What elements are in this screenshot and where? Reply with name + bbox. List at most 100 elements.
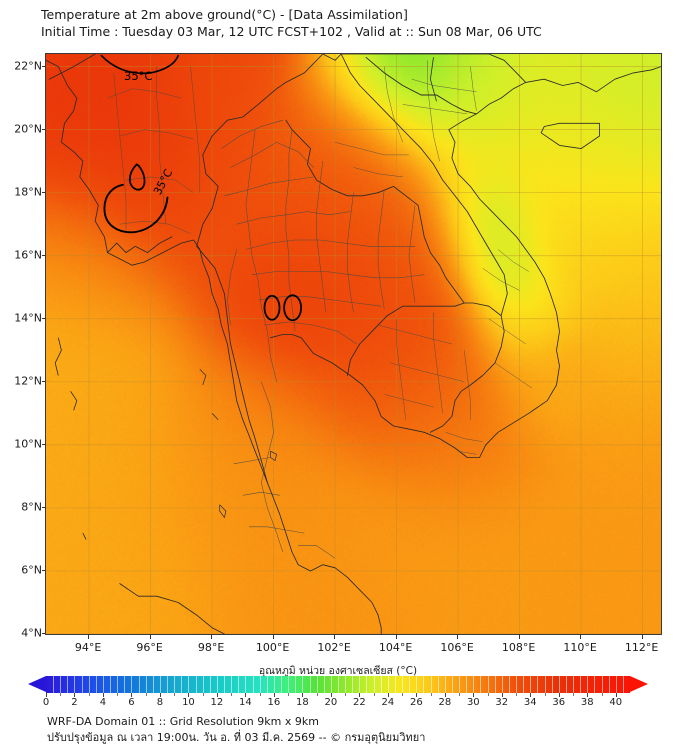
colorbar-segment-divider [124,676,126,693]
colorbar-segment-divider [281,676,283,693]
contour-label-35c: 35°C [124,69,153,84]
colorbar-segment-divider [102,676,104,693]
colorbar-segment-divider [601,676,603,693]
temperature-map[interactable]: 35°C 35°C [45,53,662,635]
colorbar-segment-divider [259,676,261,693]
colorbar-segment-divider [608,676,610,693]
colorbar-tick-label: 8 [156,697,164,708]
colorbar-segment-divider [580,676,582,693]
colorbar-segment-divider [430,676,432,693]
lat-tick-label: 10°N [14,437,42,451]
colorbar-minor-tick [516,693,518,696]
lat-tick-label: 6°N [21,563,42,577]
colorbar-minor-tick [202,693,204,696]
colorbar-low-extend-arrow [28,676,46,692]
colorbar-segment-divider [615,676,617,693]
colorbar-segment-divider [159,676,161,693]
colorbar-segment-divider [394,676,396,693]
colorbar-segment-divider [459,676,461,693]
lat-tick-mark [42,128,47,130]
footer-line-agency: ปรับปรุงข้อมูล ณ เวลา 19:00น. วัน อ. ที่… [47,731,426,744]
colorbar-tick-mark [102,693,104,697]
colorbar-segment-divider [323,676,325,693]
colorbar-minor-tick [601,693,603,696]
colorbar-segment-divider [380,676,382,693]
colorbar-minor-tick [402,693,404,696]
lat-tick-label: 20°N [14,122,42,136]
lon-tick-mark [580,634,582,639]
colorbar-segment-divider [252,676,254,693]
lon-tick-mark [334,634,336,639]
colorbar-segment-divider [494,676,496,693]
colorbar-tick-label: 0 [42,697,50,708]
colorbar-segment-divider [437,676,439,693]
colorbar-tick-mark [330,693,332,697]
colorbar-tick-mark [416,693,418,697]
colorbar-bar [28,676,648,693]
colorbar-segment-divider [152,676,154,693]
lon-tick-label: 94°E [74,641,102,654]
colorbar-tick-label: 12 [210,697,224,708]
colorbar-segment-divider [345,676,347,693]
colorbar-segment-divider [594,676,596,693]
colorbar-segment-divider [622,676,624,693]
lon-tick-label: 106°E [440,641,474,654]
lon-tick-mark [457,634,459,639]
colorbar-minor-tick [145,693,147,696]
lon-tick-label: 112°E [624,641,659,654]
colorbar-segment-divider [202,676,204,693]
lon-tick-mark [88,634,90,639]
colorbar-minor-tick [459,693,461,696]
colorbar-title: อุณหภูมิ หน่วย องศาเซลเซียส (°C) [258,665,418,677]
colorbar-minor-tick [174,693,176,696]
footer-credits: WRF-DA Domain 01 :: Grid Resolution 9km … [47,714,647,746]
colorbar-minor-tick [117,693,119,696]
colorbar-segment-divider [216,676,218,693]
colorbar-segment-divider [466,676,468,693]
colorbar-minor-tick [288,693,290,696]
colorbar-tick-mark [273,693,275,697]
colorbar-segment-divider [480,676,482,693]
colorbar-tick-label: 6 [128,697,135,708]
colorbar-tick-mark [387,693,389,697]
colorbar-tick-mark [216,693,218,697]
colorbar-minor-tick [487,693,489,696]
lon-tick-mark [272,634,274,639]
lon-tick-mark [641,634,643,639]
colorbar-segment-divider [295,676,297,693]
colorbar-segment-divider [60,676,62,693]
colorbar-tick-label: 10 [182,697,195,708]
colorbar-tick-mark [159,693,161,697]
colorbar-tick-mark [615,693,617,697]
colorbar-segment-divider [387,676,389,693]
colorbar-segment-divider [117,676,119,693]
lat-tick-label: 18°N [14,185,42,199]
colorbar-segment-divider [537,676,539,693]
colorbar-tick-mark [359,693,361,697]
colorbar-segment-divider [330,676,332,693]
colorbar-tick-label: 18 [296,697,309,708]
colorbar-segment-divider [209,676,211,693]
colorbar-tick-mark [530,693,532,697]
colorbar-segment-divider [366,676,368,693]
colorbar-segment-divider [74,676,76,693]
lon-tick-label: 98°E [197,641,225,654]
lat-tick-label: 4°N [21,626,42,640]
chart-title-block: Temperature at 2m above ground(°C) - [Da… [41,6,661,40]
colorbar-segment-divider [181,676,183,693]
colorbar-segment-divider [423,676,425,693]
colorbar-segment-divider [53,676,55,693]
colorbar-tick-label: 14 [239,697,252,708]
colorbar-segment-divider [516,676,518,693]
longitude-axis: 94°E 96°E 98°E 100°E 102°E 104°E 106°E 108°E 110… [45,634,660,656]
lon-tick-label: 110°E [563,641,597,654]
colorbar-minor-tick [316,693,318,696]
lon-tick-mark [518,634,520,639]
colorbar-segment-divider [188,676,190,693]
colorbar-tick-label: 4 [99,697,107,708]
colorbar-segment-divider [359,676,361,693]
colorbar-segment-divider [302,676,304,693]
colorbar-segment-divider [451,676,453,693]
colorbar-minor-tick [345,693,347,696]
colorbar-segment-divider [501,676,503,693]
